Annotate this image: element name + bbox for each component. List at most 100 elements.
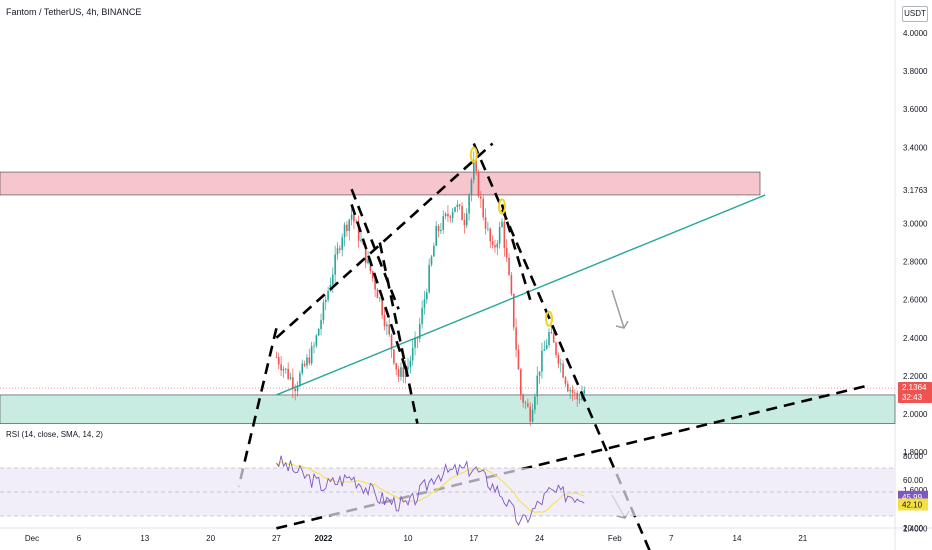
price-tick-label: 3.1763: [903, 186, 928, 195]
rsi-ma-badge: 42.10: [898, 498, 928, 511]
candle: [534, 393, 536, 414]
candle: [555, 341, 557, 359]
highlight-marker-2[interactable]: [498, 198, 506, 215]
candle: [567, 380, 569, 393]
candle: [451, 207, 454, 223]
candle: [484, 208, 487, 235]
candle: [386, 321, 388, 336]
price-tick-label: 2.6000: [903, 296, 928, 305]
candle: [461, 202, 463, 221]
candle: [341, 233, 343, 257]
candle: [435, 221, 437, 247]
swing-line-4[interactable]: [500, 204, 532, 301]
candle: [487, 221, 489, 232]
price-tick-label: 2.4000: [903, 334, 928, 343]
candle: [496, 239, 499, 256]
candle: [397, 365, 400, 382]
candle: [282, 366, 285, 378]
candle: [324, 295, 327, 311]
highlight-marker-3[interactable]: [545, 310, 553, 327]
candle: [571, 385, 574, 402]
time-tick-label: 14: [733, 534, 742, 543]
candle: [285, 368, 287, 374]
candle: [310, 341, 313, 366]
candle: [458, 203, 461, 210]
candle: [280, 355, 282, 377]
lower-channel-line[interactable]: [276, 384, 869, 530]
resistance-zone[interactable]: [0, 171, 761, 196]
rsi-tick-label: 80.00: [903, 452, 924, 461]
countdown-value: 32:43: [902, 393, 923, 402]
candle: [557, 352, 560, 369]
time-tick-label: 27: [272, 534, 281, 543]
candle: [468, 193, 470, 221]
candle: [520, 367, 522, 401]
trendline-teal[interactable]: [276, 194, 766, 396]
candle: [505, 239, 508, 263]
candle: [292, 368, 294, 398]
price-tick-label: 1.4000: [903, 524, 928, 533]
candle: [423, 290, 426, 315]
descending-line-1[interactable]: [237, 327, 278, 487]
candle: [489, 227, 492, 249]
candle: [343, 222, 346, 247]
candle: [395, 362, 398, 376]
candle: [313, 341, 315, 354]
highlight-marker-1[interactable]: [469, 146, 478, 163]
time-tick-label: 24: [535, 534, 544, 543]
candle: [543, 340, 546, 351]
candle: [491, 235, 494, 249]
candle: [531, 403, 534, 423]
candle: [515, 318, 517, 358]
candle: [456, 200, 459, 213]
candle: [444, 212, 447, 220]
candle: [578, 393, 581, 404]
candle: [470, 177, 473, 202]
candle: [440, 222, 442, 235]
candle: [430, 254, 433, 267]
swing-line-3[interactable]: [350, 188, 400, 310]
currency-badge[interactable]: USDT: [902, 6, 928, 22]
time-tick-label: Feb: [608, 534, 622, 543]
rsi-tick-label: 20.00: [903, 524, 924, 533]
candle: [289, 372, 292, 381]
upper-channel-line[interactable]: [275, 142, 494, 339]
candle: [426, 288, 428, 304]
candle: [308, 348, 311, 366]
swing-line-2[interactable]: [378, 242, 419, 424]
rsi-value: 45.99: [902, 493, 923, 502]
candle: [522, 393, 524, 408]
candle: [299, 370, 301, 388]
swing-line-1[interactable]: [350, 204, 410, 377]
candle: [301, 359, 304, 376]
candle: [541, 342, 543, 379]
candle: [564, 375, 567, 387]
candle: [379, 296, 381, 302]
price-tick-label: 3.8000: [903, 67, 928, 76]
support-zone[interactable]: [0, 394, 896, 424]
candle: [315, 334, 318, 348]
candle: [501, 218, 503, 228]
candle: [350, 206, 353, 226]
candle: [498, 221, 501, 249]
candle: [388, 318, 390, 338]
candle: [562, 360, 564, 379]
projection-arrow[interactable]: [611, 289, 629, 329]
candle: [334, 245, 336, 283]
candle: [529, 402, 531, 426]
candle: [545, 339, 548, 350]
candle: [569, 387, 571, 400]
candle: [322, 299, 325, 325]
price-tick-label: 1.6000: [903, 486, 928, 495]
candle: [447, 205, 449, 222]
candle: [400, 362, 402, 381]
price-tick-label: 3.4000: [903, 143, 928, 152]
candle: [317, 328, 320, 336]
candle: [574, 389, 576, 400]
candle: [463, 213, 466, 234]
candle: [433, 242, 435, 257]
candle: [327, 286, 329, 303]
time-tick-label: 6: [77, 534, 82, 543]
